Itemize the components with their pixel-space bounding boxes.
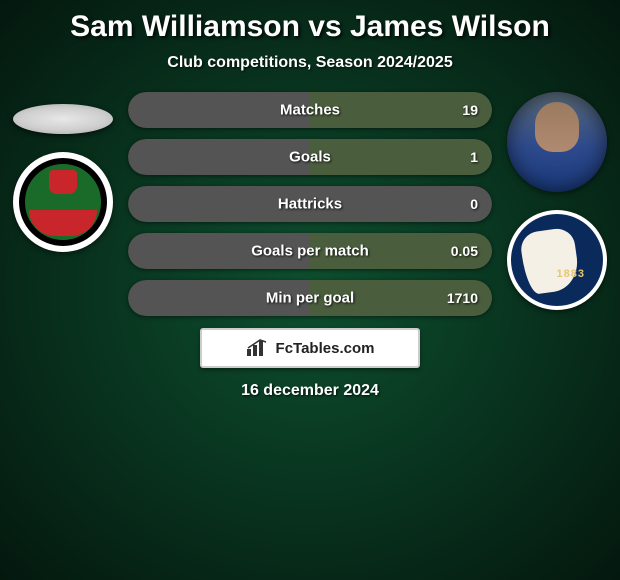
page-title: Sam Williamson vs James Wilson xyxy=(0,10,620,44)
stat-row: Goals 1 xyxy=(128,139,492,175)
stats-column: Matches 19 Goals 1 Hattricks 0 Goals per match… xyxy=(118,92,502,316)
stat-value-right: 0.05 xyxy=(451,243,478,259)
player-photo-right xyxy=(507,92,607,192)
stat-value-right: 1 xyxy=(470,149,478,165)
stat-value-right: 0 xyxy=(470,196,478,212)
subtitle: Club competitions, Season 2024/2025 xyxy=(0,54,620,72)
date-text: 16 december 2024 xyxy=(0,382,620,400)
stat-label: Hattricks xyxy=(278,196,342,213)
stat-row: Min per goal 1710 xyxy=(128,280,492,316)
right-column: 1883 xyxy=(502,92,612,310)
brand-text: FcTables.com xyxy=(276,340,375,357)
stat-row: Goals per match 0.05 xyxy=(128,233,492,269)
player-photo-left xyxy=(13,104,113,134)
club-crest-left xyxy=(13,152,113,252)
stat-label: Min per goal xyxy=(266,290,354,307)
stat-label: Matches xyxy=(280,102,340,119)
left-column xyxy=(8,92,118,252)
stat-row: Hattricks 0 xyxy=(128,186,492,222)
bar-chart-icon xyxy=(246,339,270,357)
crest-year: 1883 xyxy=(557,268,585,280)
stat-label: Goals per match xyxy=(251,243,369,260)
club-crest-right: 1883 xyxy=(507,210,607,310)
stat-label: Goals xyxy=(289,149,331,166)
brand-box[interactable]: FcTables.com xyxy=(200,328,420,368)
stat-value-right: 19 xyxy=(462,102,478,118)
stat-row: Matches 19 xyxy=(128,92,492,128)
comparison-area: Matches 19 Goals 1 Hattricks 0 Goals per match… xyxy=(0,92,620,316)
stat-value-right: 1710 xyxy=(447,290,478,306)
